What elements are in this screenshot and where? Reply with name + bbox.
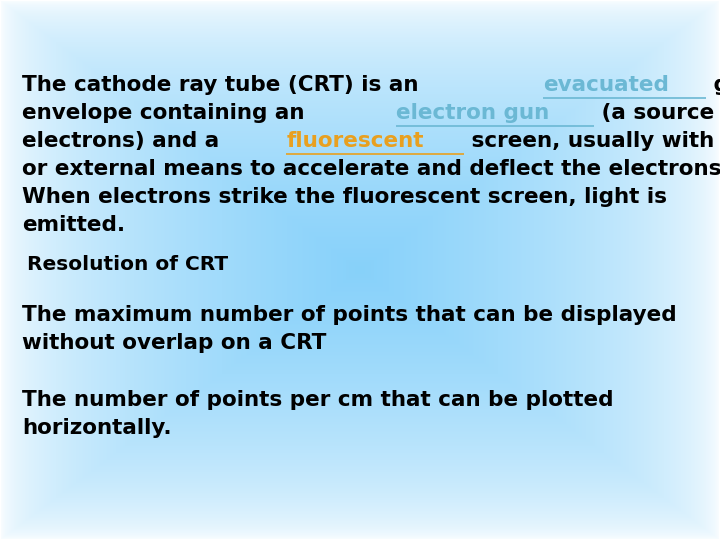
Text: emitted.: emitted. — [22, 215, 125, 235]
Text: electron gun: electron gun — [396, 103, 549, 123]
Text: The cathode ray tube (CRT) is an: The cathode ray tube (CRT) is an — [22, 75, 426, 95]
Text: fluorescent: fluorescent — [286, 131, 423, 151]
Text: (a source of: (a source of — [594, 103, 720, 123]
Text: or external means to accelerate and deflect the electrons.: or external means to accelerate and defl… — [22, 159, 720, 179]
Text: without overlap on a CRT: without overlap on a CRT — [22, 333, 326, 353]
Text: Resolution of CRT: Resolution of CRT — [27, 255, 228, 274]
Text: electrons) and a: electrons) and a — [22, 131, 227, 151]
Text: When electrons strike the fluorescent screen, light is: When electrons strike the fluorescent sc… — [22, 187, 667, 207]
Text: horizontally.: horizontally. — [22, 418, 171, 438]
Text: evacuated: evacuated — [544, 75, 669, 95]
Text: The number of points per cm that can be plotted: The number of points per cm that can be … — [22, 390, 613, 410]
Text: envelope containing an: envelope containing an — [22, 103, 312, 123]
Text: screen, usually with internal: screen, usually with internal — [464, 131, 720, 151]
Text: The maximum number of points that can be displayed: The maximum number of points that can be… — [22, 305, 677, 325]
Text: glass: glass — [706, 75, 720, 95]
